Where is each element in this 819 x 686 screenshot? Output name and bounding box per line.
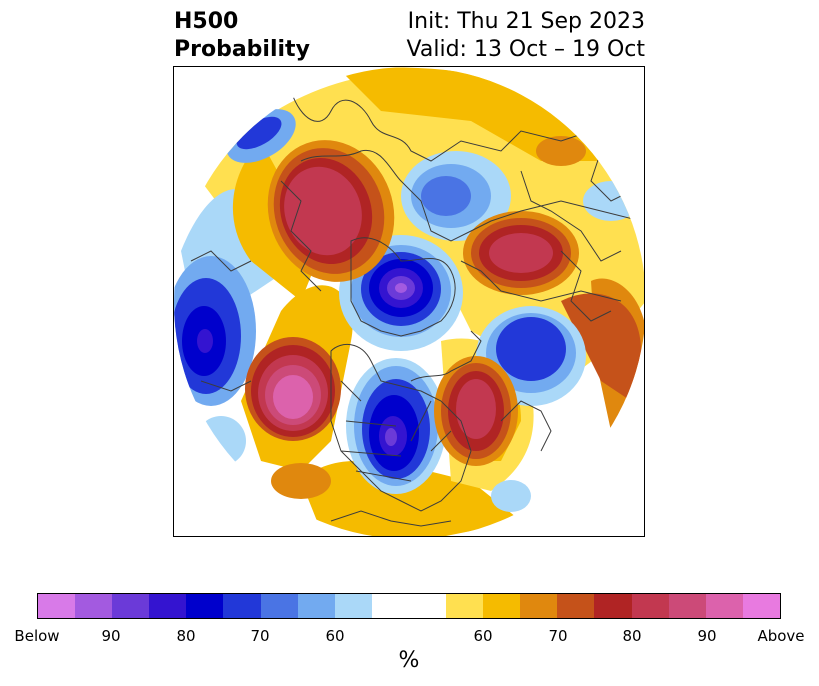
colorbar-segment — [557, 594, 595, 618]
valid-range: Valid: 13 Oct – 19 Oct — [406, 37, 645, 62]
colorbar-segment — [223, 594, 261, 618]
colorbar-tick-label: 90 — [101, 627, 121, 645]
product-title: Probability — [174, 37, 310, 62]
colorbar-segment — [297, 594, 335, 618]
colorbar-segment — [149, 594, 187, 618]
colorbar-segment — [186, 594, 224, 618]
colorbar-segment — [112, 594, 150, 618]
colorbar-tick-label: 70 — [548, 627, 568, 645]
colorbar-segment — [631, 594, 669, 618]
above-normal-regions — [245, 136, 586, 499]
colorbar-segment — [75, 594, 113, 618]
colorbar-segment — [742, 594, 780, 618]
colorbar-tick-label: 90 — [697, 627, 717, 645]
colorbar-segment — [520, 594, 558, 618]
colorbar-segment — [408, 594, 447, 618]
map-canvas — [174, 67, 644, 536]
probability-map — [173, 66, 645, 537]
colorbar-tick-label: 60 — [473, 627, 493, 645]
colorbar-unit: % — [398, 648, 420, 673]
title-left: H500 Probability — [174, 8, 310, 64]
colorbar-tick-label: 70 — [250, 627, 270, 645]
colorbar-segment — [594, 594, 632, 618]
colorbar-tick-label: 80 — [622, 627, 642, 645]
colorbar-segment — [668, 594, 706, 618]
colorbar-segment — [334, 594, 372, 618]
colorbar-segment — [38, 594, 76, 618]
variable-title: H500 — [174, 9, 239, 34]
colorbar-segment — [446, 594, 484, 618]
colorbar-tick-label: Above — [757, 627, 805, 645]
colorbar-segment — [260, 594, 298, 618]
colorbar-tick-label: 80 — [176, 627, 196, 645]
colorbar — [37, 593, 781, 619]
init-date: Init: Thu 21 Sep 2023 — [407, 9, 645, 34]
colorbar-tick-label: Below — [14, 627, 60, 645]
colorbar-segment — [371, 594, 409, 618]
colorbar-segment — [483, 594, 521, 618]
colorbar-segment — [705, 594, 743, 618]
colorbar-tick-label: 60 — [325, 627, 345, 645]
title-right: Init: Thu 21 Sep 2023 Valid: 13 Oct – 19… — [407, 8, 645, 64]
